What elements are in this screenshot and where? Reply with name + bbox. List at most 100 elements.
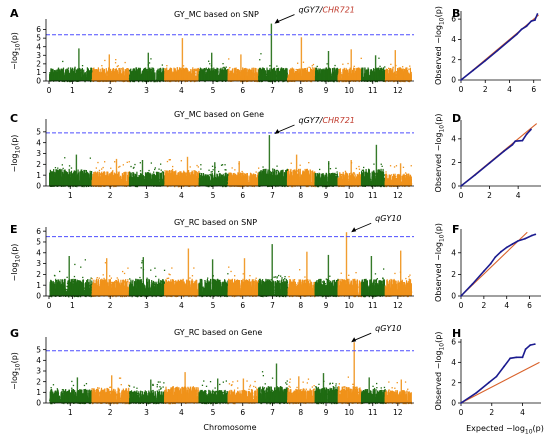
snp-point xyxy=(159,68,161,81)
snp-point xyxy=(200,70,203,81)
y-tick-label: 2 xyxy=(36,59,41,68)
snp-point xyxy=(128,80,130,83)
snp-point xyxy=(111,77,113,81)
snp-point xyxy=(255,68,257,81)
snp-point xyxy=(402,66,404,68)
snp-point xyxy=(70,69,72,81)
snp-point xyxy=(79,71,81,81)
snp-point xyxy=(151,67,153,81)
snp-point xyxy=(84,80,86,83)
snp-point xyxy=(269,65,271,67)
snp-point xyxy=(291,72,293,81)
snp-point xyxy=(117,65,119,67)
snp-point xyxy=(332,71,334,81)
snp-point xyxy=(60,77,62,81)
snp-point xyxy=(390,63,392,65)
snp-point xyxy=(187,75,190,81)
snp-point xyxy=(67,69,70,71)
snp-point xyxy=(107,71,109,81)
snp-point xyxy=(97,72,99,81)
snp-point xyxy=(305,71,307,81)
snp-point xyxy=(302,71,304,81)
snp-point xyxy=(82,74,84,81)
snp-point xyxy=(52,75,54,81)
snp-point xyxy=(72,69,74,81)
snp-point xyxy=(205,67,207,69)
y-axis-label: −log10(p) xyxy=(10,32,22,70)
snp-point xyxy=(58,179,60,186)
snp-point xyxy=(92,72,94,81)
snp-point xyxy=(72,180,74,186)
snp-point xyxy=(64,157,66,159)
snp-point xyxy=(156,72,158,81)
snp-point xyxy=(202,72,204,81)
snp-point xyxy=(68,181,70,186)
chromosome-peak-point xyxy=(327,51,330,81)
snp-point xyxy=(347,74,349,81)
snp-point xyxy=(172,75,174,81)
snp-point xyxy=(118,166,120,168)
chromosome-peak-point xyxy=(374,55,377,81)
snp-point xyxy=(342,63,344,65)
snp-point xyxy=(384,66,386,68)
chromosome-2-points xyxy=(91,54,131,83)
snp-point xyxy=(224,76,226,81)
snp-point xyxy=(84,72,86,81)
snp-point xyxy=(120,74,122,81)
snp-point xyxy=(299,72,301,81)
snp-point xyxy=(287,74,289,81)
snp-point xyxy=(311,65,313,67)
snp-point xyxy=(308,71,310,81)
x-tick-label: 9 xyxy=(324,86,329,95)
snp-point xyxy=(128,161,130,163)
snp-point xyxy=(363,77,365,81)
snp-point xyxy=(340,71,342,81)
snp-point xyxy=(80,77,82,81)
annotation-arrowhead xyxy=(274,18,280,24)
snp-point xyxy=(315,70,317,81)
snp-point xyxy=(392,74,394,81)
chromosome-peak-point xyxy=(300,37,303,81)
snp-point xyxy=(360,57,362,59)
snp-point xyxy=(83,176,85,186)
snp-point xyxy=(102,80,104,83)
x-tick-label: 5 xyxy=(211,86,216,95)
y-axis-label-suffix: (p) xyxy=(10,32,19,43)
snp-point xyxy=(114,161,116,163)
snp-point xyxy=(149,67,151,81)
snp-point xyxy=(268,74,270,81)
snp-point xyxy=(100,77,102,81)
chromosome-1-points xyxy=(49,154,93,188)
snp-point xyxy=(409,65,411,67)
snp-point xyxy=(130,73,132,81)
snp-point xyxy=(209,63,211,65)
panel-label: C xyxy=(10,112,18,125)
x-tick-label: 2 xyxy=(108,86,113,95)
chromosome-peak-point xyxy=(394,50,396,81)
snp-point xyxy=(162,71,164,81)
snp-point xyxy=(74,175,76,186)
snp-point xyxy=(70,167,73,169)
chromosome-peak-point xyxy=(147,52,149,81)
snp-point xyxy=(304,71,306,81)
snp-point xyxy=(104,72,106,81)
snp-point xyxy=(388,68,391,81)
snp-point xyxy=(88,70,90,81)
chromosome-peak-point xyxy=(108,54,110,81)
snp-point xyxy=(379,65,381,67)
snp-point xyxy=(80,70,82,81)
snp-point xyxy=(400,73,402,81)
snp-point xyxy=(295,72,297,81)
snp-point xyxy=(95,167,97,169)
snp-point xyxy=(78,172,80,186)
snp-point xyxy=(64,80,66,83)
snp-point xyxy=(49,73,51,81)
snp-point xyxy=(150,58,152,60)
snp-point xyxy=(244,71,246,81)
snp-point xyxy=(403,71,406,81)
snp-point xyxy=(98,169,101,172)
snp-point xyxy=(308,66,310,68)
snp-point xyxy=(175,76,177,81)
peak-annotation: qGY7/CHR721 xyxy=(298,6,354,15)
